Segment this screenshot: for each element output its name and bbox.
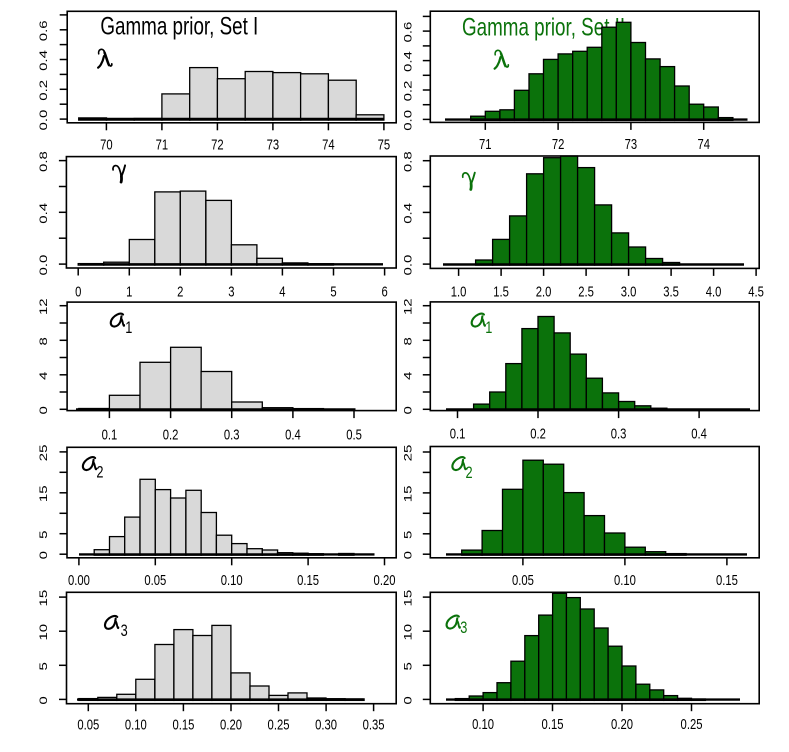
svg-text:5: 5 — [37, 531, 50, 539]
svg-text:0.0: 0.0 — [37, 110, 50, 131]
svg-text:8: 8 — [401, 337, 414, 345]
svg-text:2: 2 — [466, 463, 473, 482]
svg-text:0.5: 0.5 — [346, 426, 362, 443]
svg-text:0.00: 0.00 — [68, 571, 90, 588]
svg-text:4: 4 — [401, 372, 414, 380]
svg-text:0.15: 0.15 — [542, 715, 564, 732]
svg-text:15: 15 — [401, 486, 414, 503]
svg-text:15: 15 — [401, 590, 414, 607]
svg-text:73: 73 — [625, 135, 638, 152]
svg-text:0: 0 — [37, 406, 50, 414]
svg-text:0.0: 0.0 — [37, 255, 50, 276]
svg-text:72: 72 — [552, 135, 565, 152]
svg-text:15: 15 — [37, 485, 50, 502]
svg-text:0.15: 0.15 — [297, 571, 319, 588]
svg-text:0.05: 0.05 — [77, 716, 99, 733]
svg-text:75: 75 — [378, 136, 391, 153]
svg-text:0.4: 0.4 — [691, 425, 707, 442]
svg-text:3: 3 — [460, 618, 467, 637]
svg-text:0.6: 0.6 — [401, 22, 414, 43]
svg-text:1: 1 — [125, 318, 132, 337]
svg-text:0.6: 0.6 — [37, 20, 50, 41]
svg-text:0.15: 0.15 — [716, 571, 738, 588]
svg-text:73: 73 — [267, 136, 280, 153]
svg-text:0.0: 0.0 — [401, 110, 414, 131]
svg-text:5: 5 — [401, 531, 414, 539]
svg-text:4.0: 4.0 — [706, 283, 722, 300]
svg-text:0.4: 0.4 — [37, 50, 50, 71]
svg-text:0.20: 0.20 — [611, 715, 633, 732]
svg-text:0.1: 0.1 — [102, 426, 118, 443]
svg-text:10: 10 — [401, 624, 414, 641]
svg-text:74: 74 — [697, 135, 710, 152]
svg-text:4: 4 — [37, 372, 50, 380]
svg-text:2: 2 — [96, 463, 103, 482]
svg-text:5: 5 — [37, 662, 50, 670]
svg-text:0.25: 0.25 — [268, 716, 290, 733]
svg-text:0.05: 0.05 — [144, 571, 166, 588]
svg-text:0: 0 — [37, 551, 50, 559]
svg-text:0.10: 0.10 — [614, 571, 636, 588]
svg-text:72: 72 — [211, 136, 224, 153]
svg-text:0.30: 0.30 — [315, 716, 337, 733]
svg-text:2.0: 2.0 — [536, 283, 552, 300]
svg-text:0.2: 0.2 — [37, 80, 50, 101]
svg-text:0.3: 0.3 — [224, 426, 240, 443]
svg-text:4.5: 4.5 — [748, 283, 764, 300]
svg-text:0.4: 0.4 — [37, 203, 50, 224]
svg-text:71: 71 — [156, 136, 169, 153]
svg-text:5: 5 — [330, 283, 336, 300]
svg-text:25: 25 — [37, 445, 50, 462]
svg-text:1: 1 — [126, 283, 132, 300]
svg-text:0: 0 — [401, 406, 414, 414]
svg-text:2.5: 2.5 — [578, 283, 594, 300]
svg-text:3: 3 — [228, 283, 234, 300]
svg-text:1.5: 1.5 — [493, 283, 509, 300]
svg-text:6: 6 — [381, 283, 387, 300]
svg-text:74: 74 — [322, 136, 335, 153]
svg-text:0.15: 0.15 — [172, 716, 194, 733]
svg-text:0.8: 0.8 — [37, 151, 50, 172]
svg-text:4: 4 — [279, 283, 285, 300]
svg-text:0: 0 — [401, 551, 414, 559]
svg-text:1: 1 — [485, 318, 492, 337]
svg-text:0.10: 0.10 — [125, 716, 147, 733]
svg-text:0.20: 0.20 — [220, 716, 242, 733]
svg-text:0.25: 0.25 — [681, 715, 703, 732]
svg-text:0.10: 0.10 — [221, 571, 243, 588]
svg-text:3.5: 3.5 — [663, 283, 679, 300]
svg-text:70: 70 — [100, 136, 113, 153]
svg-text:0.10: 0.10 — [472, 715, 494, 732]
svg-text:0.4: 0.4 — [401, 51, 414, 72]
svg-text:8: 8 — [37, 337, 50, 345]
svg-text:0: 0 — [37, 696, 50, 704]
svg-text:15: 15 — [37, 590, 50, 607]
svg-text:25: 25 — [401, 445, 414, 462]
svg-text:0.2: 0.2 — [530, 425, 546, 442]
svg-text:71: 71 — [479, 135, 492, 152]
svg-text:0.2: 0.2 — [163, 426, 179, 443]
svg-text:12: 12 — [37, 298, 50, 315]
svg-text:3.0: 3.0 — [621, 283, 637, 300]
svg-text:0.0: 0.0 — [401, 255, 414, 276]
svg-text:0.8: 0.8 — [401, 151, 414, 172]
svg-text:0: 0 — [75, 283, 81, 300]
svg-text:0.05: 0.05 — [512, 571, 534, 588]
svg-text:0.35: 0.35 — [363, 716, 385, 733]
svg-text:5: 5 — [401, 662, 414, 670]
svg-text:0.4: 0.4 — [285, 426, 301, 443]
svg-text:0.20: 0.20 — [374, 571, 396, 588]
svg-text:0.1: 0.1 — [450, 425, 466, 442]
svg-text:0.4: 0.4 — [401, 203, 414, 224]
svg-text:2: 2 — [177, 283, 183, 300]
svg-text:1.0: 1.0 — [451, 283, 467, 300]
svg-text:3: 3 — [121, 621, 128, 640]
svg-text:Gamma prior, Set I: Gamma prior, Set I — [100, 12, 258, 40]
svg-text:0: 0 — [401, 696, 414, 704]
svg-text:Gamma prior, Set II: Gamma prior, Set II — [462, 13, 625, 41]
svg-text:0.3: 0.3 — [611, 425, 627, 442]
svg-text:12: 12 — [401, 298, 414, 315]
svg-text:0.2: 0.2 — [401, 81, 414, 102]
svg-text:10: 10 — [37, 624, 50, 641]
